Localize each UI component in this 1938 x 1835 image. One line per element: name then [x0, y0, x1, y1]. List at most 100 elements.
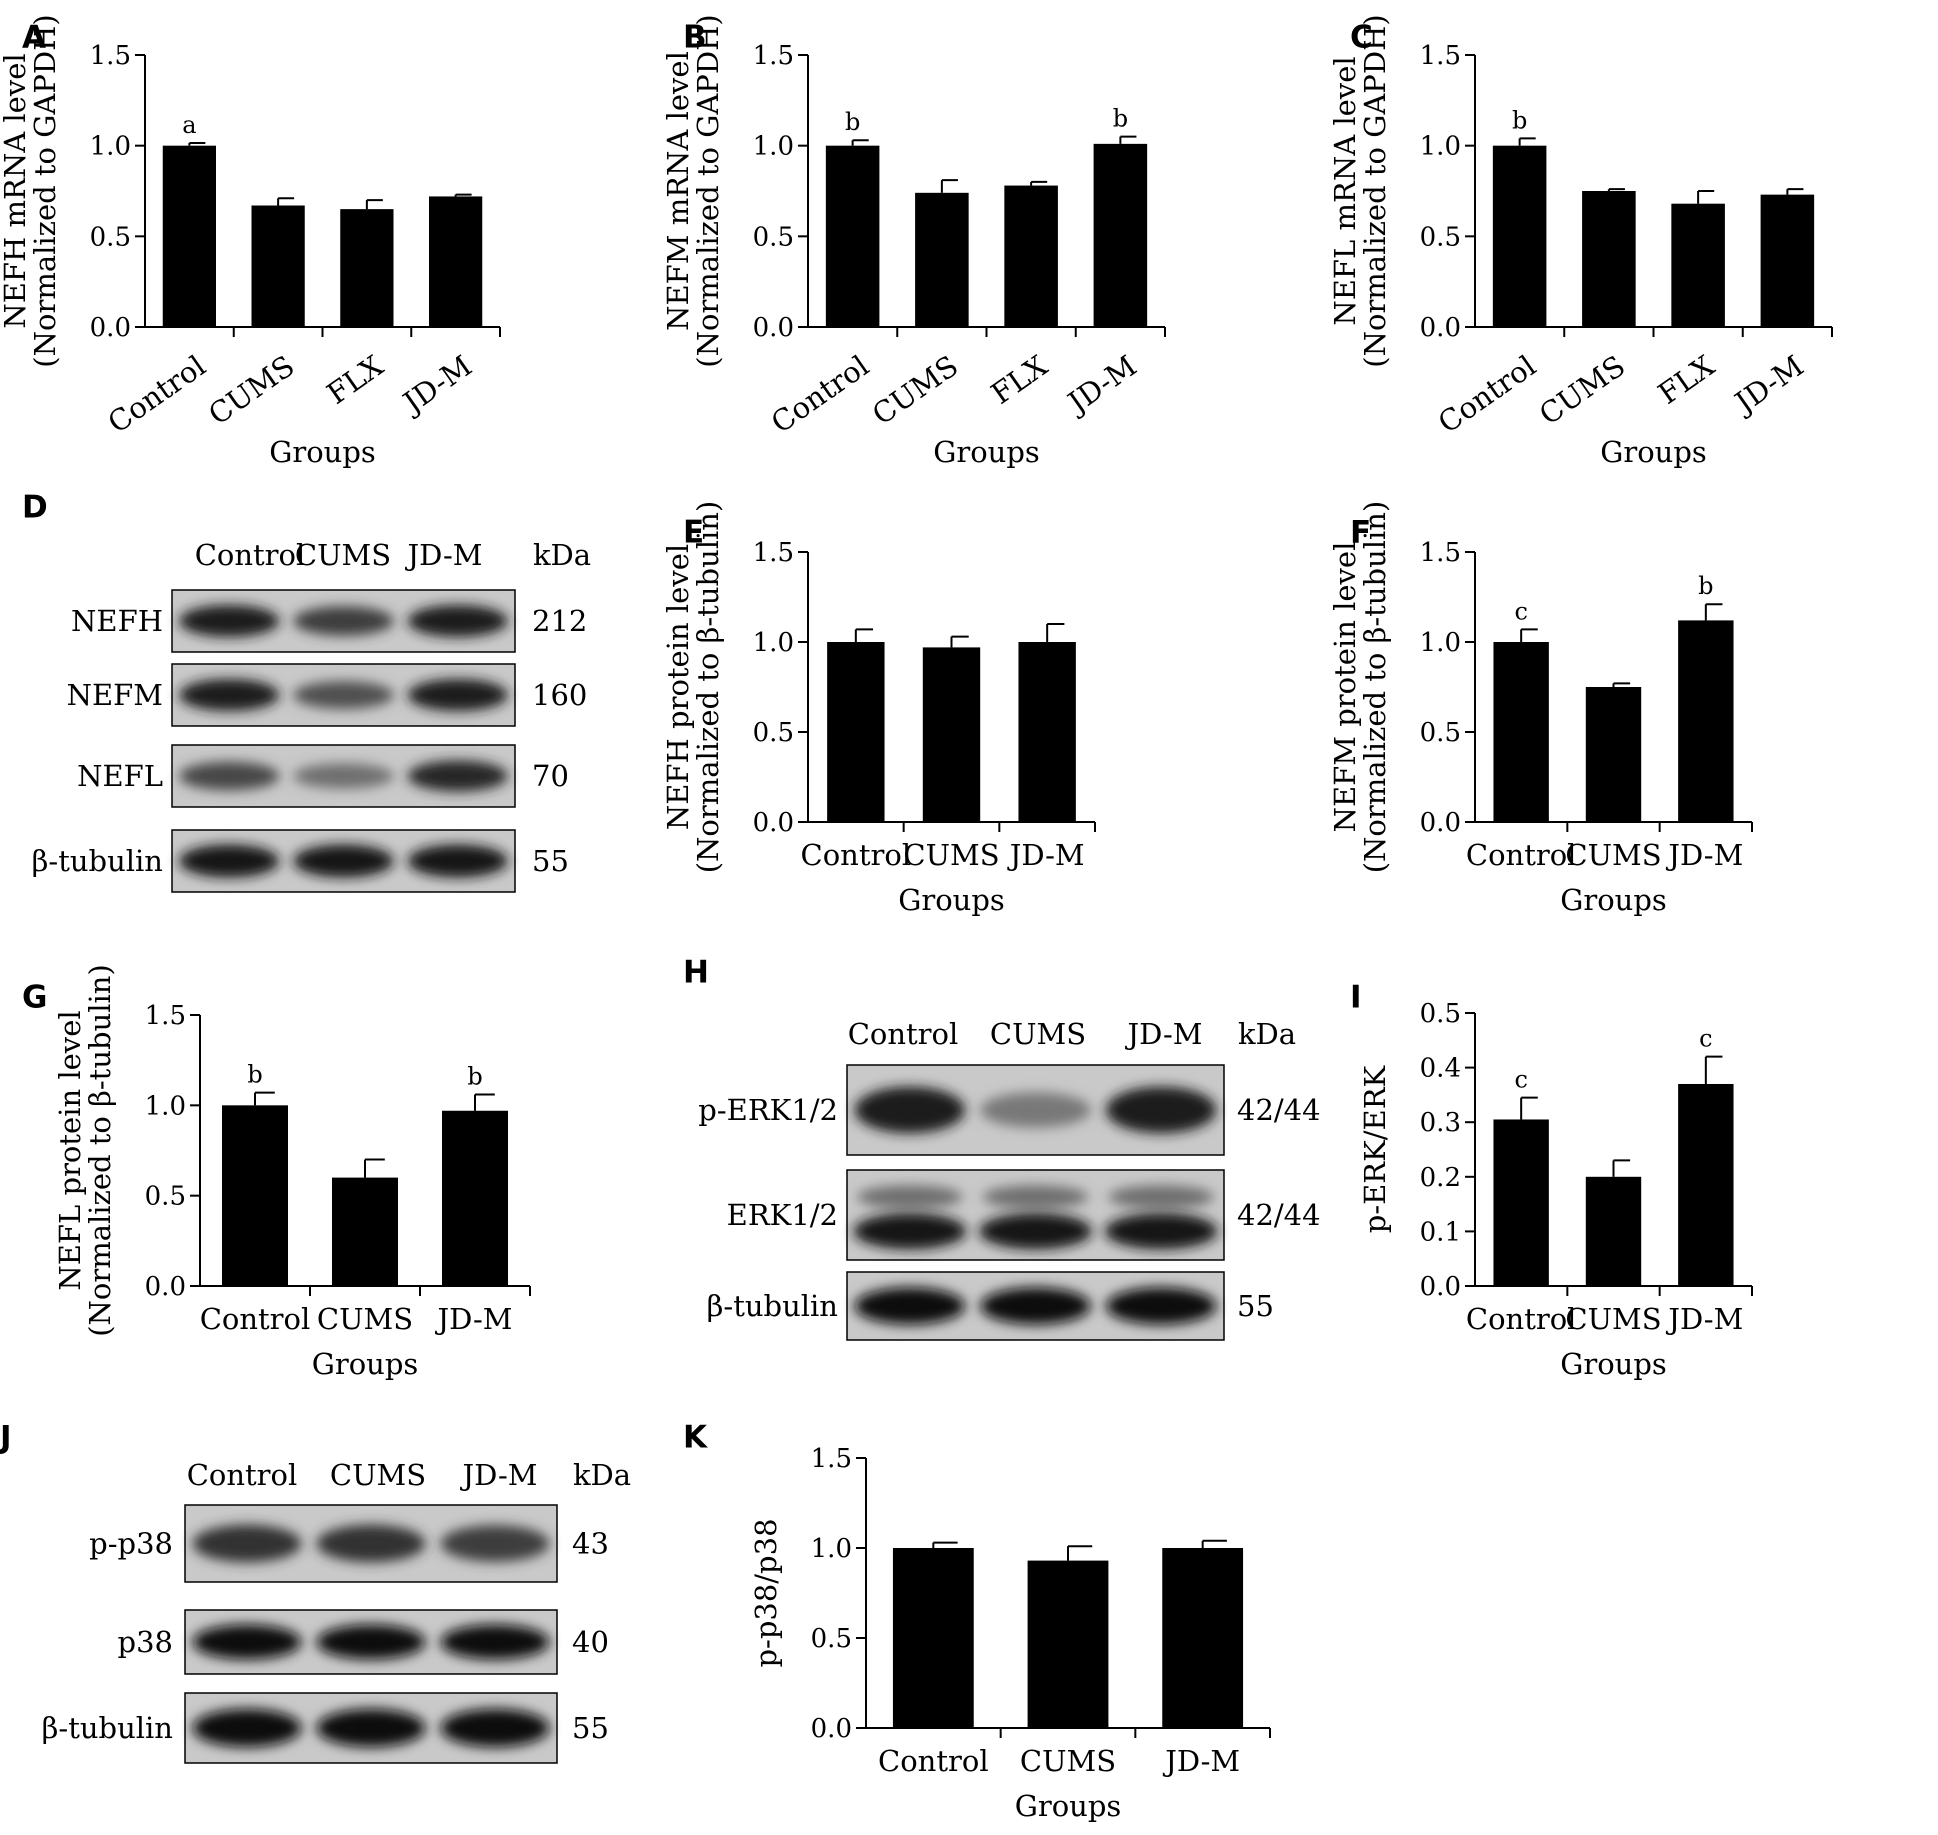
blot-band: [440, 1708, 550, 1748]
blot-band: [1104, 1213, 1218, 1250]
lane-label: JD-M: [1125, 1017, 1203, 1051]
blot-row: NEFH 212: [71, 589, 587, 653]
blot-band: [407, 604, 509, 638]
blot-row: β-tubulin 55: [707, 1271, 1274, 1341]
lane-label: Control: [848, 1017, 959, 1051]
bar: [332, 1177, 398, 1286]
y-tick-label: 0.0: [1420, 313, 1461, 343]
category-label: Control: [765, 349, 875, 440]
category-label: FLX: [1652, 348, 1721, 410]
blot-row: β-tubulin 55: [32, 829, 569, 893]
significance-label: b: [1113, 105, 1128, 133]
lane-label: JD-M: [405, 538, 483, 572]
blot-row-label: NEFM: [67, 678, 163, 712]
y-tick-label: 1.0: [753, 628, 794, 658]
blot-row: NEFL 70: [77, 744, 569, 808]
y-axis-title: NEFM protein level: [1328, 542, 1362, 833]
panel-letter: F: [1350, 514, 1371, 550]
blot-band: [980, 1287, 1091, 1325]
y-tick-label: 0.5: [811, 1624, 852, 1654]
category-label: Control: [1466, 838, 1577, 872]
blot-kda-label: 55: [572, 1711, 609, 1745]
blot-band: [192, 1708, 302, 1748]
blot-row-label: β-tubulin: [32, 844, 163, 878]
category-label: JD-M: [395, 349, 478, 422]
y-axis-title: p-p38/p38: [749, 1518, 783, 1667]
blot-row: NEFM 160: [67, 663, 587, 727]
blot-band: [293, 681, 394, 709]
category-label: CUMS: [866, 349, 964, 432]
bar: [1582, 191, 1636, 327]
blot-row-label: p-p38: [89, 1527, 173, 1561]
bar: [915, 192, 969, 327]
panel-letter: K: [683, 1419, 708, 1455]
blot-band: [854, 1287, 966, 1325]
y-tick-label: 0.0: [753, 313, 794, 343]
blot-row-label: p-ERK1/2: [698, 1093, 838, 1127]
blot-row: p-ERK1/2 42/44: [698, 1064, 1321, 1156]
blot-band: [857, 1185, 963, 1209]
significance-label: b: [1512, 106, 1527, 134]
bar: [1678, 1083, 1734, 1286]
blot-band: [316, 1524, 426, 1563]
bar: [429, 196, 483, 327]
y-tick-label: 1.0: [1420, 132, 1461, 162]
lane-label: Control: [187, 1458, 298, 1492]
category-label: CUMS: [317, 1302, 413, 1336]
bar: [1678, 620, 1734, 822]
category-label: FLX: [321, 348, 390, 410]
significance-label: b: [467, 1062, 482, 1090]
y-axis-title: NEFL mRNA level: [1328, 56, 1362, 325]
x-axis-title: Groups: [898, 883, 1005, 917]
bar: [1585, 1176, 1642, 1286]
y-tick-label: 0.5: [753, 718, 794, 748]
bar: [1004, 185, 1058, 327]
blot-band: [440, 1525, 550, 1562]
bar: [1493, 1119, 1549, 1286]
panel-letter: E: [683, 514, 704, 550]
blot-row: β-tubulin 55: [42, 1692, 609, 1764]
blot-kda-label: 212: [532, 604, 587, 638]
blot-band: [978, 1213, 1093, 1250]
blot-band: [407, 844, 509, 878]
bar: [1585, 687, 1642, 822]
bar: [222, 1105, 288, 1286]
category-label: FLX: [985, 348, 1054, 410]
y-tick-label: 0.5: [90, 222, 131, 252]
category-label: JD-M: [435, 1302, 513, 1336]
y-tick-label: 0.4: [1420, 1054, 1461, 1084]
bar: [827, 642, 885, 822]
bar: [1027, 1560, 1109, 1728]
y-axis-title: NEFL protein level: [53, 1010, 87, 1290]
category-label: CUMS: [202, 349, 300, 432]
kda-header: kDa: [533, 538, 591, 572]
blot-kda-label: 43: [572, 1527, 609, 1561]
blot-band: [1108, 1185, 1214, 1209]
y-tick-label: 1.5: [753, 538, 794, 568]
y-axis-title: p-ERK/ERK: [1358, 1064, 1392, 1233]
x-axis-title: Groups: [1600, 435, 1707, 469]
lane-label: Control: [195, 538, 306, 572]
blot-kda-label: 160: [532, 678, 587, 712]
y-tick-label: 1.0: [1420, 628, 1461, 658]
panel-letter: J: [0, 1419, 12, 1455]
significance-label: c: [1514, 1066, 1527, 1094]
y-axis-title: NEFH mRNA level: [0, 53, 32, 328]
panel-letter: D: [22, 489, 48, 525]
y-axis-title: (Normalized to GAPDH): [691, 14, 725, 367]
blot-row-label: NEFH: [71, 604, 163, 638]
x-axis-title: Groups: [933, 435, 1040, 469]
significance-label: a: [182, 111, 196, 139]
category-label: JD-M: [1726, 349, 1809, 422]
blot-kda-label: 42/44: [1237, 1198, 1321, 1232]
y-axis-title: NEFM mRNA level: [661, 51, 695, 331]
blot-row: p38 40: [118, 1609, 609, 1675]
blot-band: [192, 1524, 302, 1563]
bar: [1671, 203, 1725, 327]
bar: [1493, 642, 1549, 822]
